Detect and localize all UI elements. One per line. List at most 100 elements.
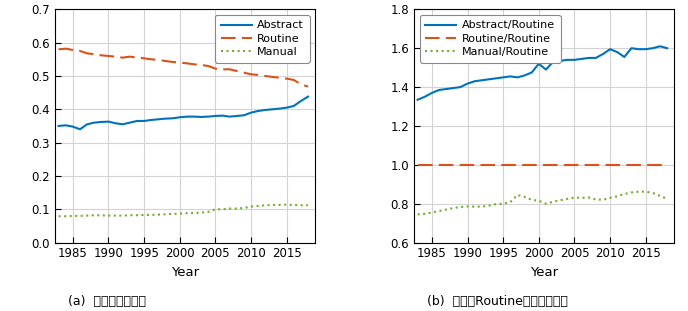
Routine xyxy=(76,49,84,53)
Manual/Routine xyxy=(592,197,600,201)
Manual xyxy=(268,203,277,207)
Manual xyxy=(162,212,170,216)
Manual xyxy=(69,214,77,218)
Abstract xyxy=(69,125,77,128)
Abstract/Routine xyxy=(549,60,557,64)
Routine xyxy=(190,63,198,66)
Routine/Routine xyxy=(606,163,614,167)
X-axis label: Year: Year xyxy=(171,266,200,279)
Manual xyxy=(90,213,98,217)
Routine xyxy=(126,55,134,58)
Manual/Routine xyxy=(599,198,607,202)
Manual/Routine xyxy=(413,212,422,216)
Abstract/Routine xyxy=(556,59,564,63)
Routine/Routine xyxy=(420,163,429,167)
Abstract xyxy=(76,128,84,131)
Routine/Routine xyxy=(634,163,643,167)
Abstract xyxy=(90,121,98,124)
Abstract xyxy=(133,119,141,123)
Routine/Routine xyxy=(428,163,436,167)
Routine/Routine xyxy=(456,163,464,167)
Routine/Routine xyxy=(413,163,422,167)
Abstract xyxy=(97,120,105,124)
Routine/Routine xyxy=(442,163,450,167)
Routine xyxy=(297,82,305,86)
Routine/Routine xyxy=(577,163,585,167)
Abstract/Routine xyxy=(535,62,543,66)
Manual/Routine xyxy=(520,195,528,199)
Abstract xyxy=(304,95,312,99)
Abstract/Routine xyxy=(471,79,479,83)
Routine xyxy=(283,77,291,81)
Abstract xyxy=(54,124,63,128)
Routine/Routine xyxy=(435,163,443,167)
Manual xyxy=(154,213,162,216)
Abstract xyxy=(268,107,277,111)
Manual/Routine xyxy=(649,191,657,195)
Manual/Routine xyxy=(613,194,621,198)
Abstract xyxy=(162,117,170,120)
Manual/Routine xyxy=(549,200,557,204)
Manual/Routine xyxy=(456,205,464,209)
Text: (b)  賃金（Routineを１とする）: (b) 賃金（Routineを１とする） xyxy=(427,295,568,308)
Routine xyxy=(133,56,141,59)
Line: Manual/Routine: Manual/Routine xyxy=(418,192,667,214)
Routine xyxy=(69,48,77,52)
Routine/Routine xyxy=(599,163,607,167)
Routine/Routine xyxy=(535,163,543,167)
Manual xyxy=(169,212,177,216)
Abstract xyxy=(83,123,92,126)
Routine/Routine xyxy=(613,163,621,167)
Manual/Routine xyxy=(442,208,450,211)
Manual/Routine xyxy=(642,190,650,193)
Routine xyxy=(240,71,248,75)
X-axis label: Year: Year xyxy=(530,266,558,279)
Abstract/Routine xyxy=(456,85,464,89)
Routine/Routine xyxy=(506,163,515,167)
Abstract/Routine xyxy=(656,44,664,48)
Abstract/Routine xyxy=(606,47,614,51)
Abstract xyxy=(62,123,70,127)
Abstract/Routine xyxy=(528,71,536,74)
Manual xyxy=(283,203,291,207)
Routine/Routine xyxy=(449,163,458,167)
Routine/Routine xyxy=(477,163,486,167)
Manual/Routine xyxy=(499,202,507,206)
Routine/Routine xyxy=(649,163,657,167)
Manual xyxy=(97,213,105,217)
Manual/Routine xyxy=(542,202,550,206)
Line: Abstract: Abstract xyxy=(58,97,308,129)
Abstract/Routine xyxy=(513,76,522,79)
Routine xyxy=(218,67,226,71)
Abstract/Routine xyxy=(442,87,450,91)
Abstract xyxy=(140,119,149,123)
Abstract/Routine xyxy=(577,57,585,61)
Manual xyxy=(211,207,219,211)
Manual/Routine xyxy=(506,200,515,204)
Manual/Routine xyxy=(563,197,572,201)
Manual/Routine xyxy=(471,205,479,208)
Routine/Routine xyxy=(563,163,572,167)
Routine/Routine xyxy=(585,163,593,167)
Routine xyxy=(247,72,255,76)
Manual/Routine xyxy=(477,205,486,208)
Manual/Routine xyxy=(492,202,500,206)
Routine/Routine xyxy=(471,163,479,167)
Manual xyxy=(147,213,155,217)
Manual xyxy=(190,211,198,215)
Manual xyxy=(197,211,205,215)
Abstract/Routine xyxy=(620,55,628,59)
Abstract/Routine xyxy=(413,98,422,102)
Routine xyxy=(211,67,219,71)
Manual/Routine xyxy=(627,191,636,194)
Abstract xyxy=(154,118,162,121)
Routine/Routine xyxy=(513,163,522,167)
Routine xyxy=(140,56,149,60)
Routine xyxy=(154,58,162,62)
Abstract xyxy=(275,107,283,110)
Manual/Routine xyxy=(535,199,543,203)
Abstract/Routine xyxy=(585,56,593,60)
Abstract/Routine xyxy=(492,77,500,80)
Manual/Routine xyxy=(577,196,585,200)
Abstract xyxy=(297,99,305,103)
